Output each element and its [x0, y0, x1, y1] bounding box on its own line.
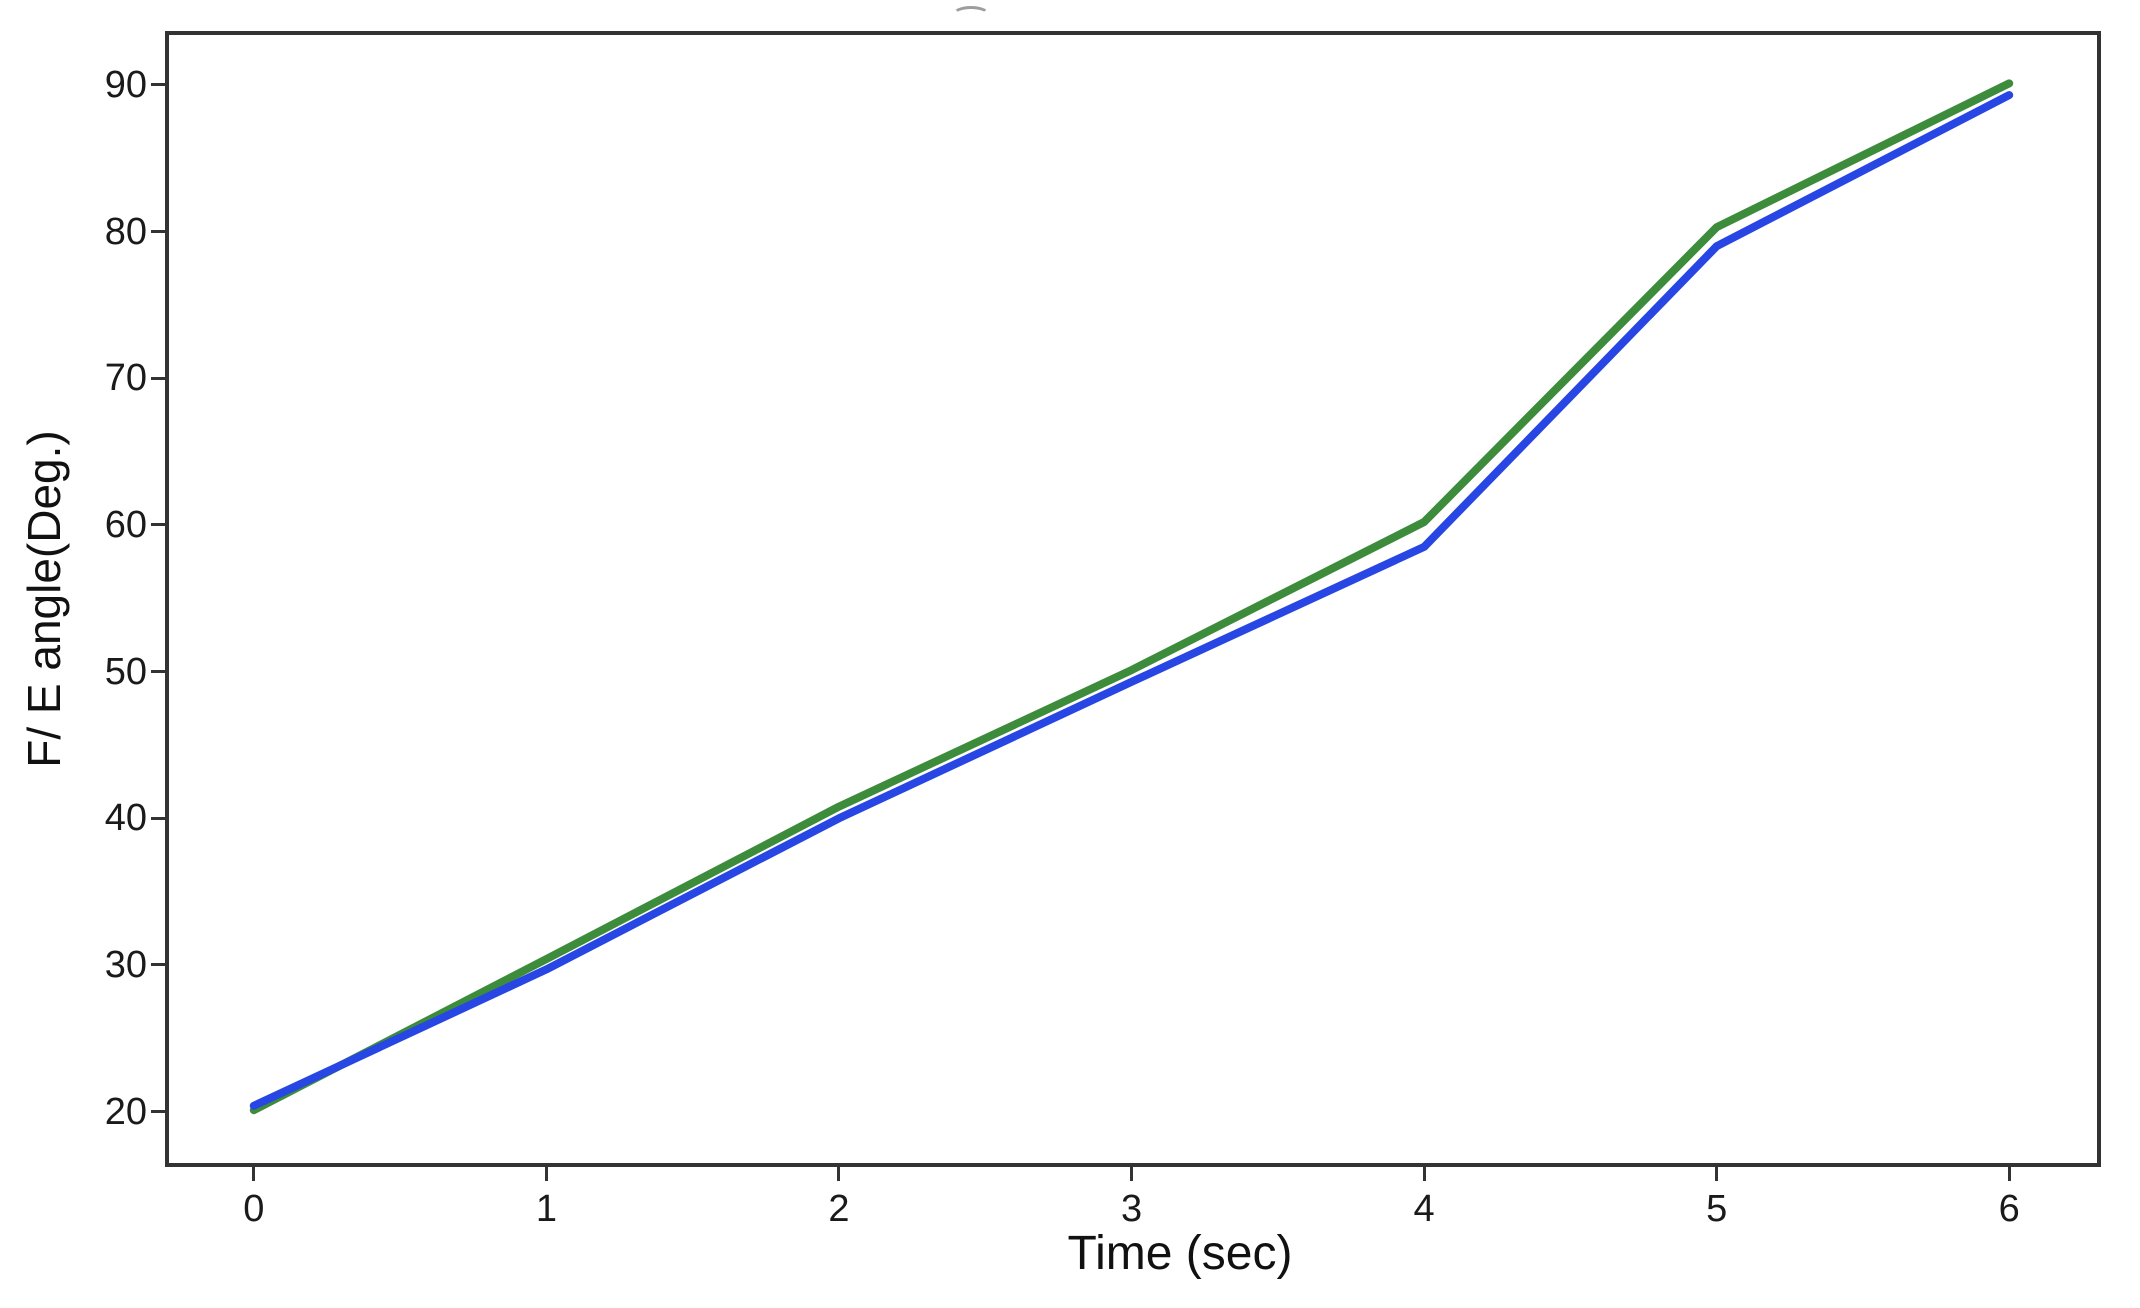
series-green-line — [249, 79, 2014, 1115]
y-tick-mark-20 — [151, 1110, 165, 1114]
x-tick-label-6: 6 — [1998, 1188, 2020, 1230]
y-tick-mark-60 — [151, 523, 165, 527]
y-tick-mark-80 — [151, 230, 165, 234]
y-axis-label: F/ E angle(Deg.) — [18, 430, 70, 768]
y-tick-mark-70 — [151, 376, 165, 380]
y-tick-mark-90 — [151, 83, 165, 87]
x-tick-label-4: 4 — [1413, 1188, 1435, 1230]
line-series-svg — [249, 79, 2014, 1115]
y-tick-label-70: 70 — [104, 357, 147, 400]
y-tick-label-20: 20 — [104, 1090, 147, 1133]
x-tick-label-1: 1 — [535, 1188, 557, 1230]
x-tick-label-3: 3 — [1120, 1188, 1143, 1230]
y-tick-mark-50 — [151, 670, 165, 674]
plot-area — [165, 31, 2101, 1167]
x-tick-mark-0 — [252, 1167, 256, 1181]
x-tick-mark-1 — [544, 1167, 548, 1181]
y-tick-label-50: 50 — [104, 650, 147, 693]
y-tick-label-90: 90 — [104, 63, 147, 106]
x-tick-label-5: 5 — [1706, 1188, 1728, 1230]
x-tick-mark-5 — [1715, 1167, 1719, 1181]
x-tick-mark-2 — [837, 1167, 841, 1181]
x-tick-mark-6 — [2007, 1167, 2011, 1181]
y-tick-label-60: 60 — [104, 503, 147, 546]
x-tick-mark-3 — [1130, 1167, 1134, 1181]
x-axis-label: Time (sec) — [1067, 1227, 1293, 1280]
series-blue-line — [249, 91, 2014, 1110]
y-tick-mark-40 — [151, 816, 165, 820]
x-tick-label-0: 0 — [243, 1188, 265, 1230]
y-tick-label-40: 40 — [104, 797, 147, 840]
stray-mark — [952, 6, 990, 24]
y-tick-label-30: 30 — [104, 943, 147, 986]
x-tick-label-2: 2 — [828, 1188, 850, 1230]
y-tick-label-80: 80 — [104, 210, 147, 253]
y-tick-mark-30 — [151, 963, 165, 967]
x-tick-mark-4 — [1422, 1167, 1426, 1181]
